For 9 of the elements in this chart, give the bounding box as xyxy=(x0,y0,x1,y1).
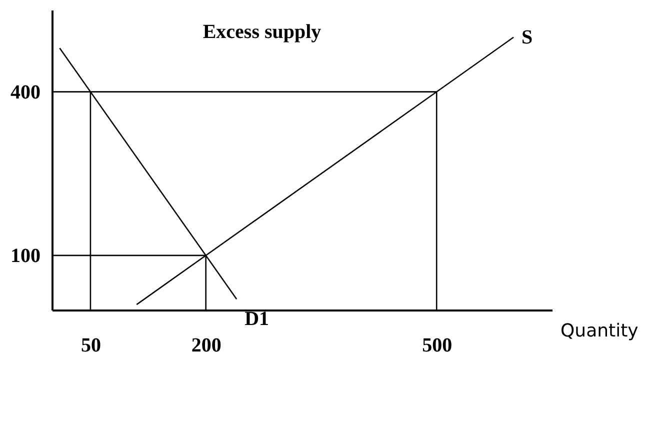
y-tick-label: 100 xyxy=(10,244,40,267)
x-tick-label: 500 xyxy=(422,334,452,356)
series-label: D1 xyxy=(244,308,270,330)
series-label: S xyxy=(522,26,533,48)
y-tick-label: 400 xyxy=(10,81,40,104)
x-tick-label: 50 xyxy=(80,334,101,356)
x-tick-label: 200 xyxy=(191,334,222,356)
annotation: Excess supply xyxy=(202,21,322,43)
x-axis-title: Quantity xyxy=(560,320,639,342)
